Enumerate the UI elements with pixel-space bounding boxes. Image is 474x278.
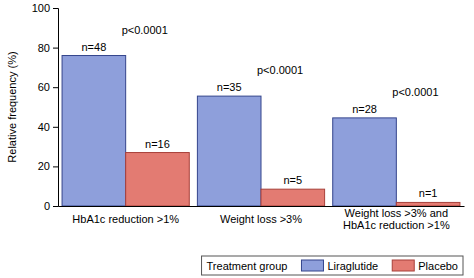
tick-label: 60 <box>38 81 50 93</box>
legend-label: Liraglutide <box>327 260 378 272</box>
bar <box>261 189 325 206</box>
y-axis: 0 20 40 60 80 100 <box>32 2 59 212</box>
tick-label: 40 <box>38 121 50 133</box>
tick-label: Weight loss >3% andHbA1c reduction >1% <box>343 207 450 232</box>
tick-label: 20 <box>38 160 50 172</box>
p-label: p<0.0001 <box>392 86 438 98</box>
p-label: p<0.0001 <box>257 64 303 76</box>
bar <box>197 96 261 206</box>
bar <box>62 56 126 206</box>
chart: n=48 n=35 n=28 n=16 n=5 n=1 p<0.0001 p<0.0001 p<… <box>0 0 474 278</box>
legend-swatch <box>392 260 414 271</box>
bars <box>62 56 460 206</box>
tick-mark <box>53 127 58 128</box>
bar <box>126 153 190 206</box>
y-tick: 40 <box>38 121 58 133</box>
tick-label: 0 <box>44 200 50 212</box>
axis-line <box>53 9 59 207</box>
legend-box <box>202 256 463 275</box>
tick-label: 100 <box>32 2 50 14</box>
tick-mark <box>53 206 58 207</box>
p-label: p<0.0001 <box>122 24 168 36</box>
x-tick: HbA1c reduction >1% <box>72 206 179 225</box>
bar <box>396 202 460 206</box>
n-label: n=28 <box>352 103 377 115</box>
tick-label: HbA1c reduction >1% <box>72 213 179 225</box>
tick-mark <box>53 166 58 167</box>
tick-mark <box>53 87 58 88</box>
legend-swatch <box>301 260 323 271</box>
tick-label: Weight loss >3% <box>220 213 302 225</box>
n-label: n=16 <box>145 138 170 150</box>
y-tick: 100 <box>32 2 58 14</box>
y-tick: 80 <box>38 42 58 54</box>
legend: Treatment group Liraglutide Placebo <box>202 256 463 275</box>
n-label: n=5 <box>283 174 302 186</box>
bar <box>333 118 397 206</box>
tick-mark <box>53 8 58 9</box>
legend-label: Placebo <box>418 260 458 272</box>
y-tick: 0 <box>44 200 58 212</box>
y-tick: 20 <box>38 160 58 172</box>
x-axis: HbA1c reduction >1% Weight loss >3% Weight… <box>59 206 465 231</box>
legend-item: Liraglutide <box>301 260 378 272</box>
tick-mark <box>53 48 58 49</box>
n-label: n=48 <box>81 41 106 53</box>
x-tick: Weight loss >3% <box>220 206 302 225</box>
n-label: n=35 <box>217 81 242 93</box>
x-tick: Weight loss >3% andHbA1c reduction >1% <box>343 206 450 231</box>
y-axis-title: Relative frequency (%) <box>6 51 18 162</box>
tick-label: 80 <box>38 42 50 54</box>
y-tick: 60 <box>38 81 58 93</box>
n-label: n=1 <box>419 187 438 199</box>
legend-title: Treatment group <box>207 260 288 272</box>
legend-item: Placebo <box>392 260 458 272</box>
